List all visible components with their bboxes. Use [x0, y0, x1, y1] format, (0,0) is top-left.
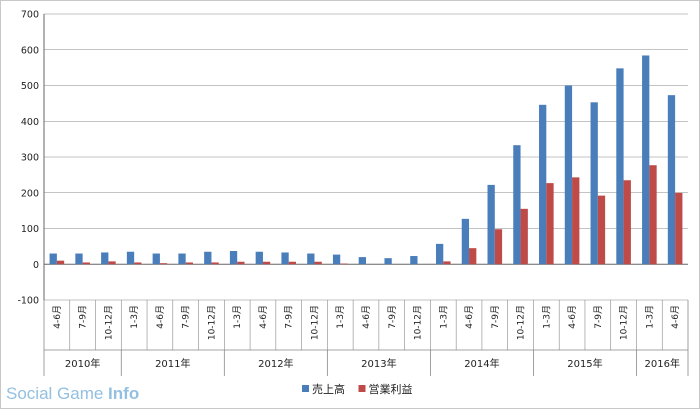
category-label: 7-9月 — [593, 305, 604, 329]
bar-sales — [410, 256, 418, 265]
bar-operating-profit — [520, 208, 528, 265]
bar-sales — [564, 85, 573, 265]
bar-operating-profit — [211, 262, 219, 265]
bar-sales — [281, 252, 289, 265]
bar-operating-profit — [159, 263, 168, 265]
year-label: 2016年 — [645, 357, 680, 370]
bar-sales — [152, 253, 160, 265]
category-label: 1-3月 — [644, 305, 655, 329]
bar-sales — [255, 251, 263, 265]
year-label: 2014年 — [464, 357, 499, 370]
bar-sales — [358, 257, 366, 265]
y-tick-label: 700 — [21, 10, 39, 21]
bar-operating-profit — [623, 180, 631, 265]
category-label: 4-6月 — [464, 305, 475, 329]
bar-sales — [126, 251, 135, 265]
bar-operating-profit — [288, 261, 297, 265]
y-tick-label: 600 — [21, 45, 39, 56]
bar-operating-profit — [340, 263, 348, 265]
bar-operating-profit — [443, 261, 451, 265]
social-game-info-logo: Social Game Info — [6, 384, 139, 404]
bar-sales — [539, 104, 547, 265]
bar-operating-profit — [134, 262, 142, 265]
bar-sales — [642, 55, 650, 265]
bar-operating-profit — [572, 177, 580, 265]
category-label: 10-12月 — [516, 305, 527, 340]
bar-sales — [332, 254, 341, 265]
category-label: 10-12月 — [413, 305, 424, 340]
category-label: 1-3月 — [129, 305, 140, 329]
category-label: 4-6月 — [670, 305, 681, 329]
bar-sales — [49, 253, 57, 265]
category-label: 4-6月 — [567, 305, 578, 329]
bar-operating-profit — [469, 248, 477, 265]
category-label: 1-3月 — [232, 305, 243, 329]
y-tick-label: 200 — [21, 188, 39, 199]
bar-sales — [513, 145, 521, 265]
bar-sales — [204, 251, 212, 265]
logo-text-bold: Info — [108, 384, 140, 403]
category-label: 7-9月 — [78, 305, 89, 329]
bar-operating-profit — [262, 261, 271, 265]
legend-label: 営業利益 — [369, 382, 413, 396]
y-tick-label: 500 — [21, 81, 39, 92]
category-label: 10-12月 — [206, 305, 217, 340]
category-label: 7-9月 — [181, 305, 192, 329]
bar-sales — [487, 184, 495, 265]
bar-operating-profit — [237, 261, 245, 265]
year-label: 2013年 — [361, 357, 396, 370]
y-tick-label: 100 — [21, 224, 39, 235]
legend-swatch — [358, 385, 366, 392]
category-label: 7-9月 — [387, 305, 398, 329]
bar-sales — [178, 253, 186, 265]
bar-sales — [307, 253, 315, 265]
category-label: 1-3月 — [541, 305, 552, 329]
legend-swatch — [302, 385, 309, 392]
bar-sales — [384, 258, 392, 265]
category-label: 4-6月 — [258, 305, 269, 329]
bar-operating-profit — [108, 261, 116, 265]
y-tick-label: 0 — [33, 260, 39, 271]
bar-sales — [590, 102, 598, 265]
category-label: 10-12月 — [619, 305, 630, 340]
bar-sales — [667, 95, 676, 265]
category-label: 7-9月 — [490, 305, 501, 329]
category-label: 1-3月 — [438, 305, 449, 329]
bar-sales — [75, 253, 83, 265]
category-label: 10-12月 — [103, 305, 114, 340]
bar-operating-profit — [597, 195, 606, 265]
category-label: 10-12月 — [309, 305, 320, 340]
bar-sales — [461, 218, 470, 265]
legend-label: 売上高 — [312, 382, 345, 396]
category-label: 1-3月 — [335, 305, 346, 329]
category-label: 4-6月 — [52, 305, 63, 329]
y-tick-label: 400 — [21, 117, 39, 128]
y-tick-label: 300 — [21, 153, 39, 164]
bar-operating-profit — [649, 165, 657, 265]
bar-sales — [229, 251, 238, 265]
year-label: 2010年 — [65, 357, 100, 370]
bar-operating-profit — [56, 260, 65, 265]
bar-sales — [435, 243, 444, 265]
bar-sales — [616, 68, 624, 265]
bar-operating-profit — [82, 262, 90, 265]
y-tick-label: -100 — [17, 296, 39, 307]
bar-sales — [101, 252, 109, 265]
bar-operating-profit — [185, 262, 193, 265]
year-label: 2012年 — [258, 357, 293, 370]
bar-operating-profit — [546, 183, 554, 265]
category-label: 4-6月 — [155, 305, 166, 329]
year-label: 2011年 — [155, 357, 190, 370]
category-label: 7-9月 — [284, 305, 295, 329]
bar-operating-profit — [675, 192, 683, 265]
bar-operating-profit — [494, 229, 503, 265]
bar-operating-profit — [314, 261, 322, 265]
logo-text: Social Game — [6, 384, 109, 403]
category-label: 4-6月 — [361, 305, 372, 329]
year-label: 2015年 — [567, 357, 602, 370]
